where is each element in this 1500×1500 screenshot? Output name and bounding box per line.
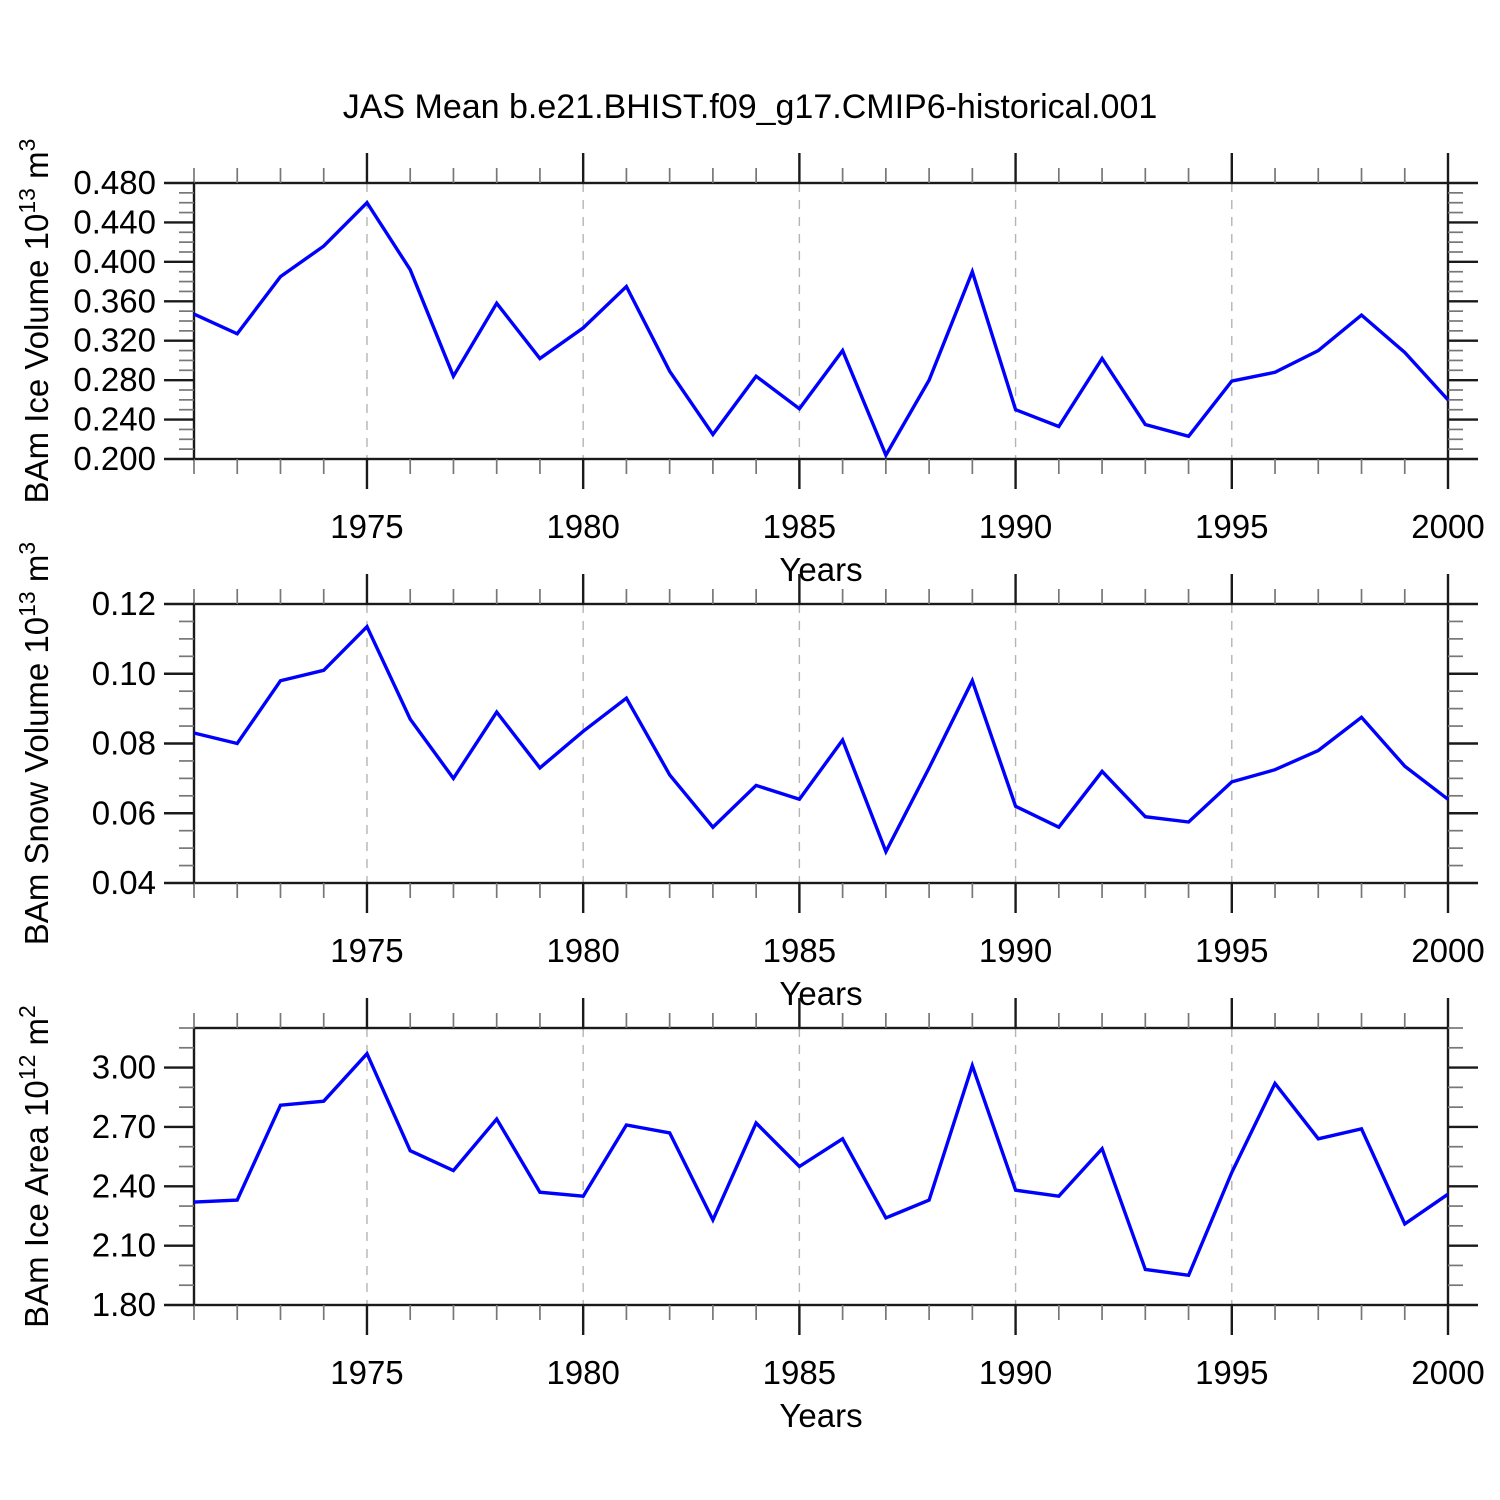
y-axis-title-bam-ice-area: BAm Ice Area 1012 m2 — [14, 1005, 55, 1328]
y-tick-label: 0.04 — [92, 864, 156, 901]
y-tick-label: 2.40 — [92, 1167, 156, 1204]
y-tick-label: 0.360 — [73, 282, 156, 319]
x-tick-label: 1990 — [979, 508, 1052, 545]
plot-box — [192, 602, 1450, 885]
x-tick-label: 1995 — [1195, 932, 1268, 969]
x-tick-label: 1985 — [763, 1354, 836, 1391]
x-tick-label: 2000 — [1411, 508, 1484, 545]
x-tick-label: 1990 — [979, 1354, 1052, 1391]
y-tick-label: 0.240 — [73, 401, 156, 438]
x-axis-title: Years — [779, 551, 862, 588]
y-tick-label: 0.200 — [73, 440, 156, 477]
x-tick-label: 1985 — [763, 932, 836, 969]
series-line-bam-ice-volume — [193, 200, 1450, 459]
panel-bam-ice-area: 1.80 2.10 2.40 2.70 3.00 1975 1980 1985 1990 1995… — [14, 998, 1485, 1434]
x-tick-label: 1980 — [546, 508, 619, 545]
x-tick-label: 1990 — [979, 932, 1052, 969]
y-tick-label: 0.10 — [92, 655, 156, 692]
x-tick-label: 1985 — [763, 508, 836, 545]
x-axis-title: Years — [779, 1397, 862, 1434]
y-tick-label: 0.08 — [92, 725, 156, 762]
x-axis-title: Years — [779, 975, 862, 1012]
y-tick-label: 0.06 — [92, 794, 156, 831]
y-tick-label: 2.70 — [92, 1108, 156, 1145]
series-line-bam-ice-area — [193, 1050, 1449, 1278]
panel-bam-ice-volume: 0.2000.2400.2800.3200.3600.4000.4400.480… — [14, 139, 1485, 588]
x-tick-label: 1975 — [330, 1354, 403, 1391]
x-tick-label: 2000 — [1411, 932, 1484, 969]
plot-box — [192, 1026, 1450, 1307]
y-tick-label: 2.10 — [92, 1227, 156, 1264]
series-line-bam-snow-volume — [193, 623, 1450, 856]
x-tick-label: 1980 — [546, 932, 619, 969]
x-tick-label: 1995 — [1195, 1354, 1268, 1391]
x-tick-label: 1975 — [330, 508, 403, 545]
y-tick-label: 0.12 — [92, 585, 156, 622]
x-tick-label: 1995 — [1195, 508, 1268, 545]
y-tick-label: 0.320 — [73, 322, 156, 359]
x-tick-label: 1975 — [330, 932, 403, 969]
y-tick-label: 1.80 — [92, 1286, 156, 1323]
y-tick-label: 0.400 — [73, 243, 156, 280]
y-tick-label: 0.440 — [73, 203, 156, 240]
panel-bam-snow-volume: 0.04 0.06 0.08 0.10 0.12 1975 1980 1985 1990 1995… — [14, 542, 1485, 1012]
chart-title: JAS Mean b.e21.BHIST.f09_g17.CMIP6-histo… — [342, 88, 1158, 126]
y-tick-label: 0.480 — [73, 164, 156, 201]
x-tick-label: 2000 — [1411, 1354, 1484, 1391]
y-tick-label: 3.00 — [92, 1049, 156, 1086]
y-tick-label: 0.280 — [73, 361, 156, 398]
y-axis-title-bam-snow-volume: BAm Snow Volume 1013 m3 — [14, 542, 55, 945]
y-axis-title-bam-ice-volume: BAm Ice Volume 1013 m3 — [14, 139, 55, 504]
x-tick-label: 1980 — [546, 1354, 619, 1391]
